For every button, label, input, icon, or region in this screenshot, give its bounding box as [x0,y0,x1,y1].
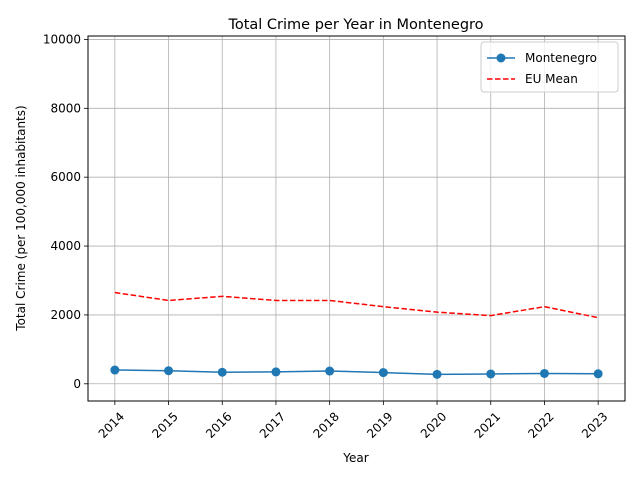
data-point-montenegro [325,366,335,376]
y-tick-label: 4000 [50,239,81,253]
chart-title: Total Crime per Year in Montenegro [227,17,483,33]
grid-lines [88,36,625,401]
y-tick-label: 6000 [50,170,81,184]
legend: Montenegro EU Mean [480,41,619,93]
series-group [110,291,603,379]
legend-box [480,41,619,93]
y-tick-label: 2000 [50,308,81,322]
y-tick-label: 8000 [50,101,81,115]
y-axis-label: Total Crime (per 100,000 inhabitants) [14,105,28,331]
y-tick-label: 0 [73,377,81,391]
data-point-montenegro [486,369,496,379]
data-point-montenegro [271,367,281,377]
data-point-montenegro [164,366,174,376]
legend-label-montenegro: Montenegro [525,51,597,65]
data-point-montenegro [378,368,388,378]
data-point-montenegro [217,367,227,377]
data-point-montenegro [539,368,549,378]
data-point-montenegro [432,369,442,379]
data-point-montenegro [593,369,603,379]
plot-frame [87,35,626,402]
legend-marker-montenegro [496,53,506,63]
series-line-eu-mean [114,291,599,319]
y-tick-label: 10000 [43,32,81,46]
y-axis-ticks: 0 2000 4000 6000 8000 10000 [43,32,88,391]
x-axis-label: Year [342,451,368,465]
legend-label-eu-mean: EU Mean [525,72,578,86]
data-point-montenegro [110,365,120,375]
series-line-montenegro [114,369,599,376]
